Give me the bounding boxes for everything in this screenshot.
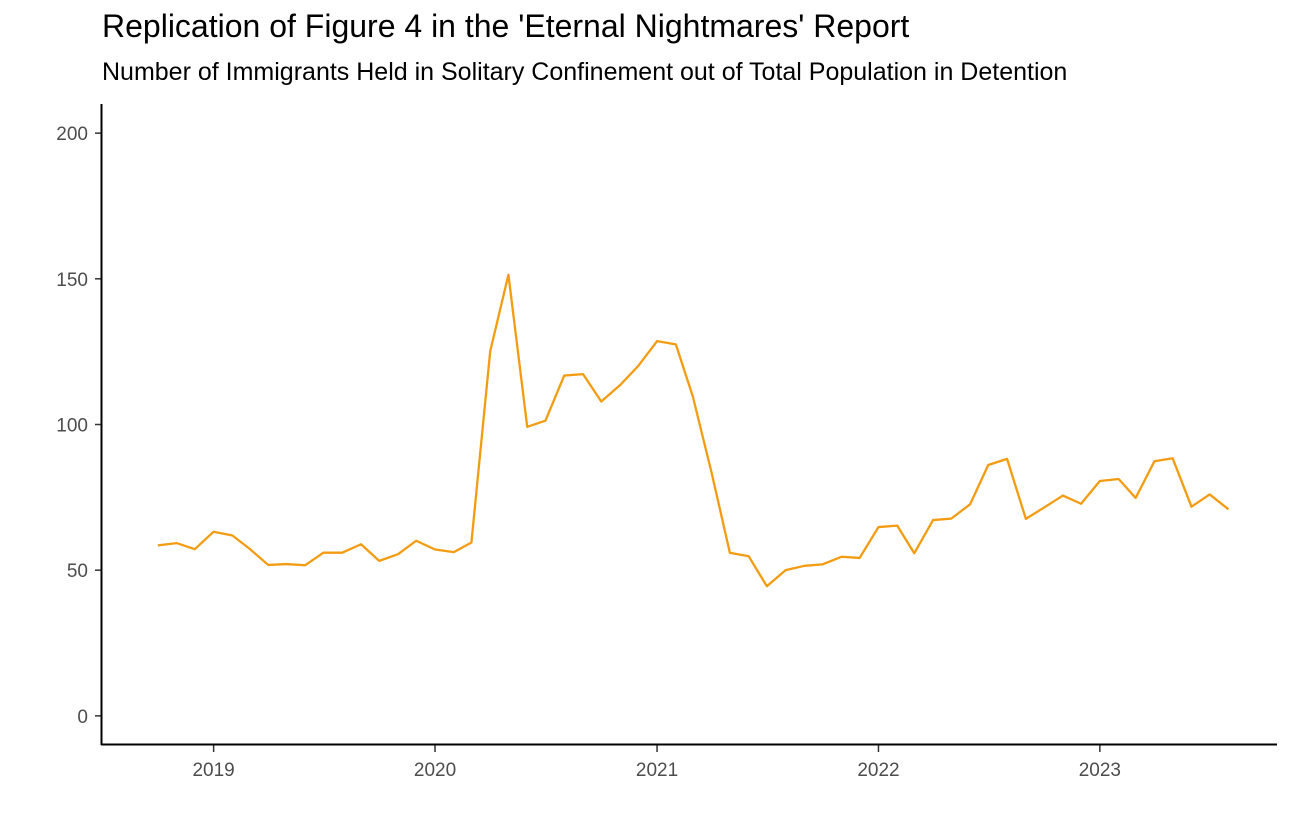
x-tick-label: 2021 (636, 760, 678, 781)
chart-subtitle: Number of Immigrants Held in Solitary Co… (102, 58, 1068, 86)
y-tick-label: 150 (56, 270, 88, 291)
y-tick-label: 50 (67, 561, 88, 582)
x-tick-label: 2020 (414, 760, 456, 781)
chart-title: Replication of Figure 4 in the 'Eternal … (102, 8, 910, 44)
y-tick-label: 100 (56, 416, 88, 437)
x-tick-label: 2023 (1079, 760, 1121, 781)
x-tick-label: 2019 (192, 760, 234, 781)
series-line (157, 273, 1230, 588)
y-tick-label: 0 (77, 707, 88, 728)
y-tick-label: 200 (56, 124, 88, 145)
x-tick-label: 2022 (857, 760, 899, 781)
